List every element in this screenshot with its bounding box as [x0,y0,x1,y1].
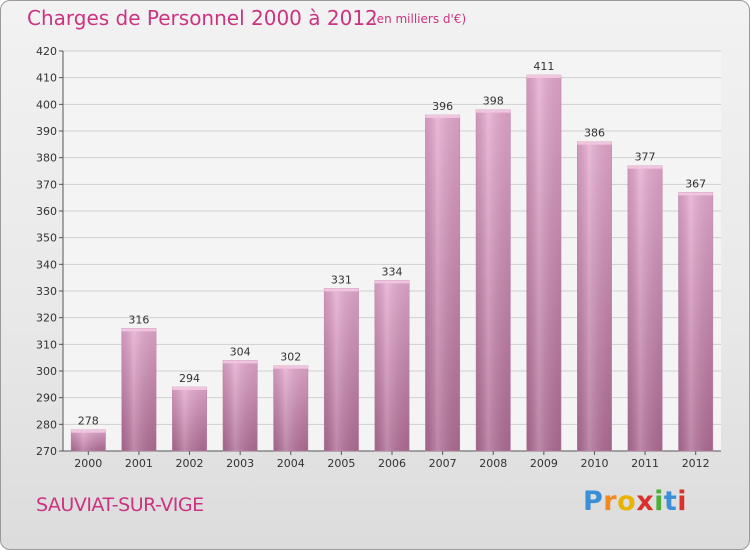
bar-shading [374,280,410,451]
data-label: 367 [685,177,706,190]
data-label: 302 [280,351,301,364]
x-tick-label: 2011 [631,457,659,470]
y-tick-label: 290 [36,392,57,405]
bar-shading [222,360,258,451]
y-tick-label: 300 [36,365,57,378]
bar-top [273,365,308,369]
y-tick-label: 390 [36,125,57,138]
y-tick-label: 340 [36,258,57,271]
logo-letter: i [677,486,688,517]
chart-title: Charges de Personnel 2000 à 2012 [27,6,378,30]
y-tick-label: 280 [36,418,57,431]
logo-letter: t [663,486,678,517]
bar-top [172,387,207,390]
x-tick-label: 2004 [277,457,305,470]
bar-shading [121,328,157,451]
y-tick-label: 370 [36,178,57,191]
x-tick-label: 2009 [530,457,558,470]
data-label: 334 [382,265,403,278]
y-tick-label: 350 [36,232,57,245]
bar-shading [526,75,562,451]
data-label: 331 [331,273,352,286]
bar-shading [324,288,359,451]
x-tick-label: 2005 [327,457,355,470]
bar-shading [678,192,713,452]
data-label: 304 [230,345,251,358]
data-label: 386 [584,127,605,140]
x-tick-label: 2012 [682,457,710,470]
logo-letter: i [654,486,664,517]
y-tick-label: 270 [36,445,57,458]
logo-letter: o [617,486,637,517]
y-tick-label: 330 [36,285,57,298]
y-tick-label: 410 [36,72,57,85]
data-label: 316 [128,313,149,326]
bar-top [71,429,106,433]
x-tick-label: 2002 [176,457,204,470]
logo-letter: x [636,486,655,517]
data-label: 278 [78,415,99,428]
bar-shading [71,429,106,451]
x-tick-label: 2000 [74,457,102,470]
bar-shading [627,165,663,451]
data-label: 396 [432,100,453,113]
bar-shading [425,115,460,451]
bar-shading [273,365,308,451]
x-tick-label: 2006 [378,457,406,470]
x-tick-label: 2007 [429,457,457,470]
x-tick-label: 2008 [479,457,507,470]
x-tick-label: 2010 [580,457,608,470]
x-tick-label: 2003 [226,457,254,470]
logo-letter: P [583,486,604,517]
bar-top [425,115,460,118]
data-label: 294 [179,372,200,385]
data-label: 377 [635,151,656,164]
y-tick-label: 360 [36,205,57,218]
bar-top [577,141,612,145]
y-tick-label: 380 [36,152,57,165]
bar-top [627,165,663,169]
logo-letter: r [603,486,618,517]
y-tick-label: 400 [36,98,57,111]
data-label: 398 [483,95,504,108]
bar-top [476,109,511,113]
bar-top [324,288,359,292]
bar-top [526,75,562,78]
bar-shading [476,109,511,452]
commune-name: SAUVIAT-SUR-VIGE [36,494,204,516]
x-tick-label: 2001 [125,457,153,470]
labels: 270 280 290 300 310 320 330 340 350 360 370 380 390 4… [36,45,710,470]
bar-top [121,328,157,332]
bars [70,74,714,452]
data-label: 411 [533,60,554,73]
y-tick-label: 420 [36,45,57,58]
proxiti-logo: Proxiti [583,486,687,517]
y-tick-label: 320 [36,312,57,325]
bar-top [678,192,713,196]
bar-top [222,360,258,364]
bar-top [374,280,410,284]
y-tick-label: 310 [36,338,57,351]
chart-subtitle: (en milliers d'€) [372,12,467,26]
bar-shading [577,141,612,451]
bar-shading [172,387,207,451]
